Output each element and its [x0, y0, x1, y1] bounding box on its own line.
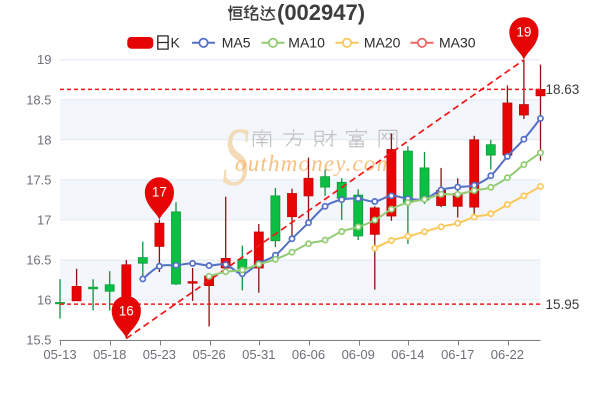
- svg-text:16.5: 16.5: [26, 253, 51, 268]
- svg-text:S: S: [223, 111, 250, 204]
- svg-text:15.5: 15.5: [26, 333, 51, 348]
- svg-text:05-31: 05-31: [242, 347, 275, 362]
- svg-text:06-17: 06-17: [441, 347, 474, 362]
- svg-text:17: 17: [152, 185, 167, 200]
- svg-text:18.5: 18.5: [26, 92, 51, 107]
- svg-text:K: K: [171, 35, 181, 51]
- svg-text:MA10: MA10: [288, 35, 325, 51]
- svg-text:06-09: 06-09: [342, 347, 375, 362]
- svg-text:15.95: 15.95: [546, 297, 580, 312]
- svg-text:05-23: 05-23: [143, 347, 176, 362]
- svg-text:06-06: 06-06: [292, 347, 325, 362]
- svg-text:MA30: MA30: [439, 35, 476, 51]
- svg-text:17.5: 17.5: [26, 172, 51, 187]
- svg-text:18.63: 18.63: [546, 82, 580, 97]
- svg-text:outhmoney.com: outhmoney.com: [235, 151, 394, 176]
- svg-text:06-14: 06-14: [391, 347, 424, 362]
- svg-text:16: 16: [37, 293, 51, 308]
- svg-text:18: 18: [37, 132, 51, 147]
- svg-text:16: 16: [119, 303, 134, 318]
- svg-text:06-22: 06-22: [491, 347, 524, 362]
- svg-text:05-26: 05-26: [192, 347, 225, 362]
- svg-text:(002947): (002947): [277, 0, 365, 25]
- svg-text:MA20: MA20: [364, 35, 401, 51]
- svg-text:05-13: 05-13: [43, 347, 76, 362]
- svg-text:19: 19: [516, 25, 531, 40]
- svg-text:05-18: 05-18: [93, 347, 126, 362]
- svg-text:17: 17: [37, 212, 51, 227]
- svg-text:19: 19: [37, 52, 51, 67]
- svg-text:MA5: MA5: [222, 35, 251, 51]
